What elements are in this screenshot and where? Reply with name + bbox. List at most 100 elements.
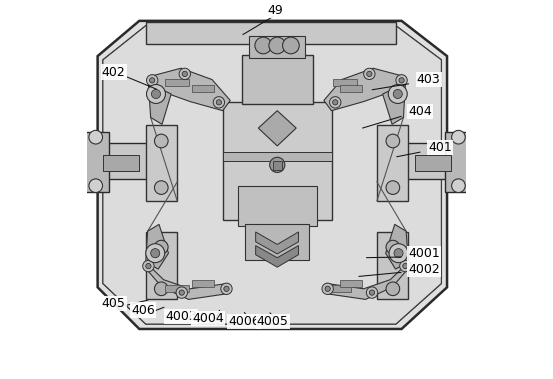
Circle shape — [154, 282, 168, 296]
Text: 404: 404 — [409, 105, 432, 118]
Text: 4002: 4002 — [409, 263, 440, 276]
Text: 406: 406 — [131, 304, 155, 316]
Circle shape — [364, 68, 375, 80]
Circle shape — [388, 85, 407, 103]
Polygon shape — [273, 161, 282, 170]
Bar — [83, 132, 109, 192]
Polygon shape — [148, 68, 230, 111]
Polygon shape — [385, 224, 409, 269]
Circle shape — [386, 181, 400, 194]
Polygon shape — [324, 68, 405, 111]
Text: 49: 49 — [268, 4, 283, 17]
Bar — [332, 79, 357, 86]
Circle shape — [452, 130, 465, 144]
Bar — [377, 232, 409, 299]
Circle shape — [221, 283, 232, 294]
Bar — [223, 152, 332, 161]
Circle shape — [179, 290, 184, 295]
Bar — [165, 79, 189, 86]
Bar — [340, 85, 362, 92]
Circle shape — [89, 179, 102, 193]
Bar — [146, 232, 177, 299]
Bar — [246, 224, 309, 260]
Bar — [103, 155, 139, 171]
Circle shape — [152, 89, 160, 99]
Polygon shape — [255, 232, 299, 254]
Circle shape — [332, 100, 338, 105]
Polygon shape — [148, 84, 171, 124]
Circle shape — [322, 283, 333, 294]
Circle shape — [386, 282, 400, 296]
Circle shape — [330, 97, 341, 108]
Bar — [83, 143, 149, 179]
Circle shape — [179, 68, 190, 80]
Circle shape — [147, 85, 165, 103]
Bar — [445, 132, 471, 192]
Polygon shape — [98, 21, 447, 329]
Circle shape — [224, 286, 229, 291]
Polygon shape — [326, 262, 409, 299]
Circle shape — [143, 260, 154, 272]
Circle shape — [255, 37, 272, 54]
Circle shape — [182, 71, 187, 77]
Circle shape — [213, 97, 225, 108]
Polygon shape — [383, 84, 405, 124]
Bar — [377, 125, 409, 201]
Bar — [238, 186, 317, 226]
Polygon shape — [258, 111, 296, 146]
Circle shape — [366, 287, 378, 298]
Bar — [146, 125, 177, 201]
Circle shape — [146, 244, 165, 263]
Circle shape — [283, 37, 299, 54]
Circle shape — [216, 100, 222, 105]
Circle shape — [369, 290, 375, 295]
Circle shape — [146, 263, 151, 269]
Circle shape — [325, 286, 330, 291]
Circle shape — [396, 75, 407, 86]
Bar — [146, 22, 396, 44]
Circle shape — [269, 37, 285, 54]
Circle shape — [367, 71, 372, 77]
Circle shape — [89, 130, 102, 144]
Circle shape — [400, 260, 411, 272]
Circle shape — [393, 89, 403, 99]
Bar — [192, 85, 215, 92]
Text: 4003: 4003 — [165, 310, 197, 323]
Bar — [340, 280, 362, 287]
Bar — [405, 143, 471, 179]
Bar — [165, 285, 189, 292]
Polygon shape — [103, 26, 441, 324]
Circle shape — [386, 240, 400, 254]
Text: 4006: 4006 — [228, 315, 260, 328]
Circle shape — [154, 181, 168, 194]
Circle shape — [149, 78, 155, 83]
Polygon shape — [103, 26, 441, 324]
Bar — [326, 285, 351, 292]
Bar — [242, 55, 313, 104]
Text: 4005: 4005 — [257, 315, 289, 328]
Circle shape — [150, 249, 160, 258]
Circle shape — [154, 240, 168, 254]
Bar — [192, 280, 215, 287]
Text: 405: 405 — [102, 297, 126, 310]
Circle shape — [154, 134, 168, 148]
Text: 401: 401 — [428, 141, 452, 154]
Polygon shape — [255, 246, 299, 267]
Circle shape — [270, 157, 285, 172]
Polygon shape — [146, 262, 227, 299]
Circle shape — [389, 244, 408, 263]
Circle shape — [399, 78, 404, 83]
Circle shape — [176, 287, 187, 298]
Bar — [249, 36, 305, 58]
Text: 403: 403 — [417, 73, 441, 86]
Circle shape — [452, 179, 465, 193]
Circle shape — [403, 263, 408, 269]
Polygon shape — [146, 224, 169, 269]
Text: 4004: 4004 — [192, 312, 224, 325]
Text: 4001: 4001 — [409, 247, 440, 260]
Text: 402: 402 — [102, 66, 126, 78]
Bar — [223, 102, 332, 220]
Circle shape — [147, 75, 158, 86]
Circle shape — [394, 249, 403, 258]
Circle shape — [386, 134, 400, 148]
